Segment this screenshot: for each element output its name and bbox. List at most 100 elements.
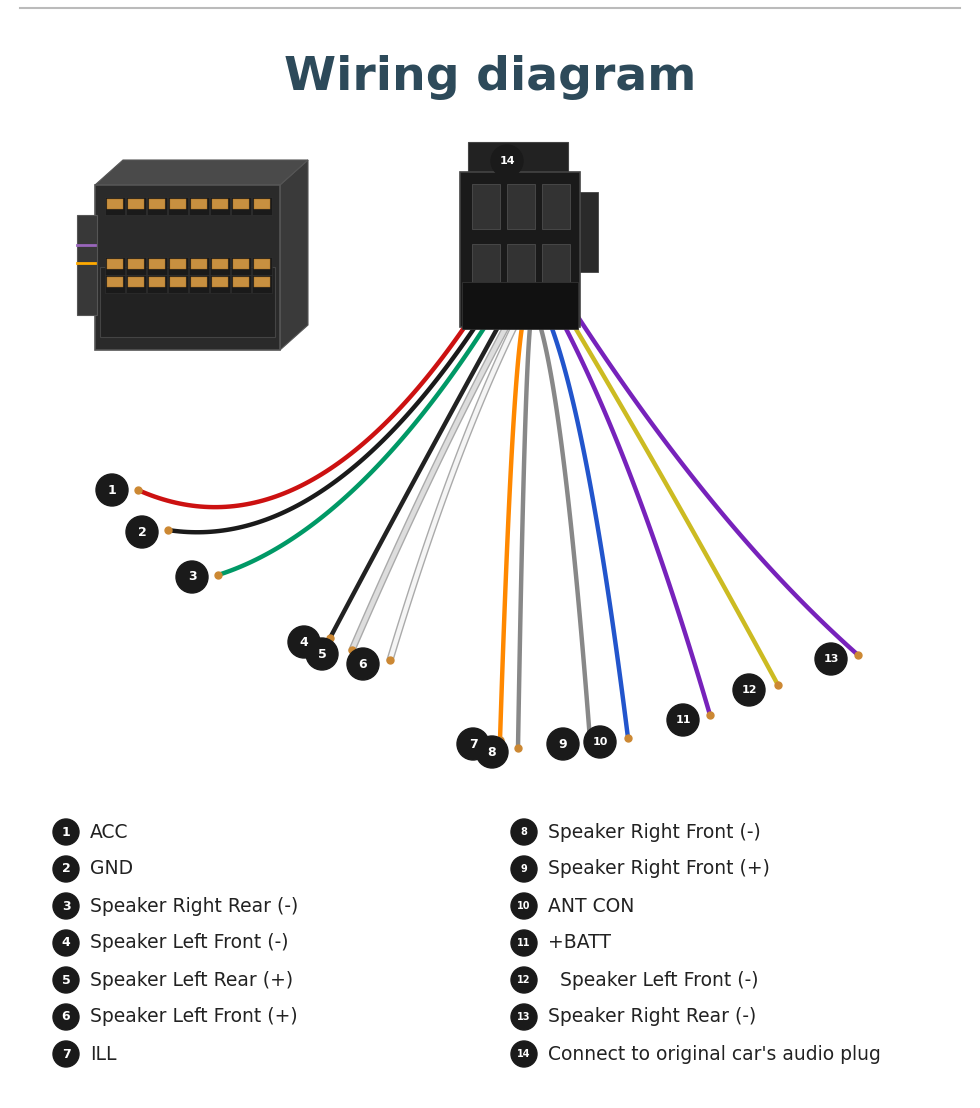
- Text: 7: 7: [468, 738, 477, 750]
- Bar: [210, 197, 230, 215]
- Bar: [462, 283, 578, 329]
- Circle shape: [733, 674, 765, 706]
- Text: 10: 10: [517, 901, 531, 911]
- Bar: [210, 257, 230, 275]
- Text: 8: 8: [520, 827, 527, 837]
- Text: 6: 6: [359, 657, 368, 670]
- Circle shape: [96, 474, 128, 506]
- Bar: [252, 197, 272, 215]
- Circle shape: [511, 967, 537, 993]
- Text: 14: 14: [517, 1049, 531, 1059]
- Bar: [168, 275, 188, 293]
- Bar: [233, 277, 249, 287]
- Circle shape: [126, 516, 158, 548]
- Bar: [128, 199, 144, 209]
- Bar: [191, 199, 207, 209]
- Text: 10: 10: [592, 737, 608, 747]
- Bar: [252, 275, 272, 293]
- Bar: [149, 259, 165, 269]
- Text: 13: 13: [823, 654, 839, 664]
- Bar: [231, 275, 251, 293]
- Text: 7: 7: [62, 1047, 71, 1060]
- Circle shape: [53, 1004, 79, 1030]
- Text: Speaker Left Front (-): Speaker Left Front (-): [548, 971, 759, 989]
- Bar: [468, 142, 568, 174]
- Polygon shape: [95, 160, 308, 185]
- Bar: [254, 259, 270, 269]
- Text: Speaker Right Front (-): Speaker Right Front (-): [548, 822, 760, 841]
- Circle shape: [53, 893, 79, 919]
- Bar: [107, 199, 123, 209]
- Bar: [210, 275, 230, 293]
- Text: 8: 8: [488, 746, 496, 759]
- Bar: [252, 257, 272, 275]
- Circle shape: [176, 561, 208, 593]
- Text: Speaker Right Rear (-): Speaker Right Rear (-): [90, 896, 298, 915]
- Bar: [231, 257, 251, 275]
- Text: 12: 12: [517, 975, 531, 985]
- Text: Speaker Right Front (+): Speaker Right Front (+): [548, 860, 770, 879]
- Bar: [95, 185, 280, 350]
- Circle shape: [53, 967, 79, 993]
- Bar: [542, 244, 570, 289]
- Bar: [105, 275, 125, 293]
- Text: ILL: ILL: [90, 1045, 117, 1064]
- Bar: [231, 197, 251, 215]
- Bar: [105, 257, 125, 275]
- Bar: [542, 184, 570, 229]
- Bar: [147, 275, 167, 293]
- Text: Speaker Left Front (-): Speaker Left Front (-): [90, 934, 288, 953]
- Text: 3: 3: [62, 900, 71, 913]
- Bar: [128, 259, 144, 269]
- Bar: [191, 277, 207, 287]
- Text: Speaker Right Rear (-): Speaker Right Rear (-): [548, 1007, 757, 1026]
- Circle shape: [667, 704, 699, 736]
- Text: 14: 14: [499, 156, 514, 166]
- Polygon shape: [280, 160, 308, 350]
- Circle shape: [476, 736, 508, 768]
- Text: 1: 1: [108, 483, 117, 496]
- Circle shape: [511, 1004, 537, 1030]
- Bar: [472, 244, 500, 289]
- Bar: [170, 277, 186, 287]
- Bar: [507, 244, 535, 289]
- Circle shape: [306, 638, 338, 670]
- Text: Connect to original car's audio plug: Connect to original car's audio plug: [548, 1045, 881, 1064]
- Bar: [107, 259, 123, 269]
- Circle shape: [511, 856, 537, 882]
- Circle shape: [511, 930, 537, 956]
- Bar: [149, 199, 165, 209]
- Bar: [212, 199, 228, 209]
- Text: 4: 4: [62, 936, 71, 950]
- Text: Speaker Left Front (+): Speaker Left Front (+): [90, 1007, 298, 1026]
- Bar: [170, 199, 186, 209]
- Text: 5: 5: [318, 647, 326, 660]
- Bar: [147, 197, 167, 215]
- Bar: [233, 199, 249, 209]
- Text: GND: GND: [90, 860, 133, 879]
- Bar: [254, 277, 270, 287]
- Bar: [189, 197, 209, 215]
- Bar: [128, 277, 144, 287]
- Text: 4: 4: [300, 636, 309, 648]
- Text: 2: 2: [62, 862, 71, 875]
- Text: 3: 3: [188, 571, 196, 584]
- Bar: [507, 184, 535, 229]
- Bar: [189, 257, 209, 275]
- Bar: [580, 192, 598, 271]
- Circle shape: [511, 893, 537, 919]
- Text: ACC: ACC: [90, 822, 128, 841]
- Circle shape: [53, 1042, 79, 1067]
- Bar: [107, 277, 123, 287]
- Circle shape: [547, 728, 579, 760]
- Circle shape: [53, 819, 79, 845]
- Bar: [212, 277, 228, 287]
- Bar: [170, 259, 186, 269]
- Text: 11: 11: [517, 938, 531, 948]
- Text: 12: 12: [741, 685, 757, 695]
- Bar: [126, 197, 146, 215]
- Text: Speaker Left Rear (+): Speaker Left Rear (+): [90, 971, 293, 989]
- Bar: [77, 215, 97, 315]
- Bar: [189, 275, 209, 293]
- Bar: [168, 257, 188, 275]
